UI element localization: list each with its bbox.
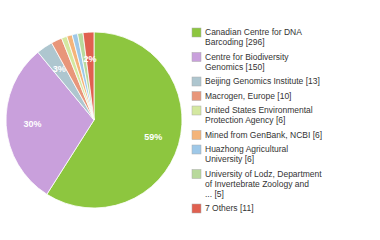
legend-swatch: [192, 204, 201, 213]
legend-entry: Beijing Genomics Institute [13]: [205, 76, 320, 86]
data-label: 59%: [144, 132, 162, 142]
legend-entry: Mined from GenBank, NCBI [6]: [205, 130, 322, 140]
legend-swatch: [192, 92, 201, 101]
legend-swatch: [192, 106, 201, 115]
legend-swatch: [192, 28, 201, 37]
chart: 59% 30% 3% 2% Canadian Centre for DNABarcodi…: [0, 0, 380, 240]
legend-entry: 7 Others [11]: [205, 203, 254, 213]
pie: [6, 32, 182, 208]
chart-container: 59% 30% 3% 2% Canadian Centre for DNABarcodi…: [0, 0, 380, 240]
data-label: 3%: [53, 64, 66, 74]
data-label: 2%: [84, 54, 97, 64]
legend-entry: United States EnvironmentalProtection Ag…: [205, 105, 313, 125]
legend-swatch: [192, 170, 201, 179]
legend-swatch: [192, 53, 201, 62]
legend-entry: Canadian Centre for DNABarcoding [296]: [205, 27, 302, 47]
data-label: 30%: [24, 119, 42, 129]
legend-swatch: [192, 77, 201, 86]
data-labels: 59% 30% 3% 2%: [24, 54, 163, 143]
pie-slice: [83, 32, 94, 120]
legend-entry: University of Lodz, Departmentof Inverte…: [205, 169, 322, 199]
legend: Canadian Centre for DNABarcoding [296] Ce…: [192, 27, 322, 213]
legend-entry: Huazhong AgriculturalUniversity [6]: [205, 144, 288, 164]
pie-slice: [78, 33, 94, 120]
legend-swatch: [192, 131, 201, 140]
legend-swatch: [192, 145, 201, 154]
legend-entry: Macrogen, Europe [10]: [205, 91, 291, 101]
legend-entry: Centre for BiodiversityGenomics [150]: [205, 52, 289, 72]
